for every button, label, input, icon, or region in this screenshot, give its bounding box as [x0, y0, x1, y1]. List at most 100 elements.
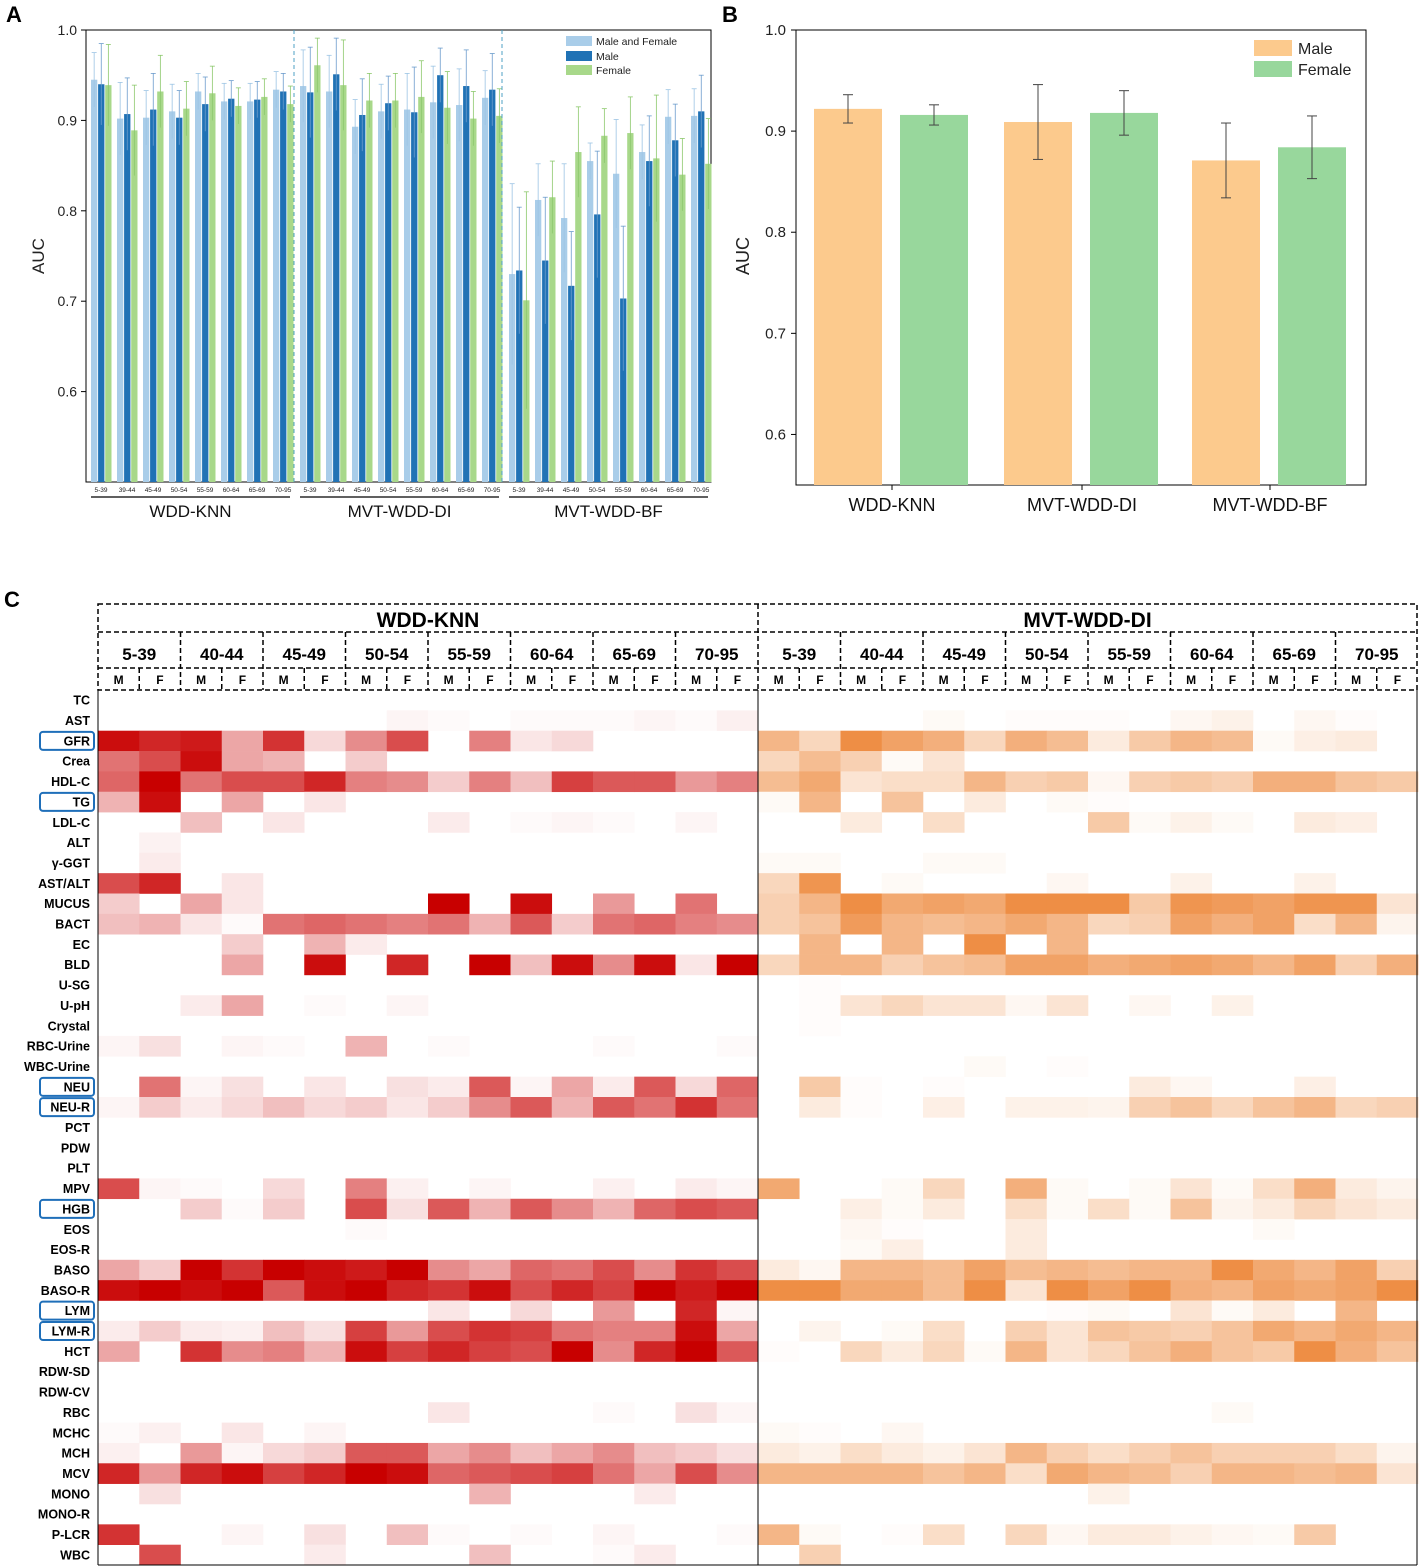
- panel-label-a: A: [6, 2, 22, 27]
- heat-cell-di: [799, 771, 841, 793]
- heat-cell-knn: [675, 1402, 718, 1423]
- heat-cell-knn: [593, 812, 635, 833]
- bar-male-and-female: [430, 102, 437, 482]
- heat-cell-knn: [428, 1097, 470, 1118]
- heat-cell-knn: [428, 1524, 470, 1545]
- heat-cell-knn: [98, 1097, 140, 1118]
- heat-cell-di: [1046, 1524, 1089, 1545]
- bar-male-and-female: [456, 105, 463, 483]
- feature-label: LDL-C: [53, 816, 91, 830]
- x-tick-label-a: 55-59: [406, 487, 423, 494]
- heat-cell-knn: [469, 1463, 511, 1484]
- heat-cell-knn: [139, 1178, 181, 1200]
- feature-label: PCT: [65, 1121, 90, 1135]
- x-tick-label-a: 65-69: [458, 487, 475, 494]
- heat-cell-di: [840, 893, 883, 915]
- heat-cell-knn: [551, 771, 594, 793]
- heat-cell-knn: [98, 730, 140, 752]
- feature-label: LYM-R: [52, 1325, 90, 1339]
- heat-cell-di: [840, 771, 883, 793]
- feature-label: MONO: [51, 1487, 90, 1501]
- heat-cell-knn: [221, 1035, 264, 1057]
- bar-male-and-female: [665, 116, 672, 482]
- heat-cell-di: [758, 954, 800, 976]
- heat-cell-knn: [345, 934, 388, 955]
- heat-cell-knn: [98, 771, 140, 793]
- heat-cell-knn: [510, 1280, 553, 1301]
- bar-female: [261, 96, 268, 482]
- heat-cell-di: [1046, 1280, 1089, 1301]
- heat-cell-di: [881, 1239, 924, 1261]
- bar-male: [228, 98, 235, 482]
- heat-cell-knn: [428, 710, 470, 731]
- heat-cell-di: [1294, 710, 1336, 731]
- heat-cell-di: [1129, 1463, 1171, 1484]
- heat-cell-knn: [510, 1463, 553, 1484]
- heat-cell-knn: [263, 1035, 305, 1057]
- heat-cell-di: [1376, 954, 1419, 976]
- heat-cell-knn: [510, 1341, 553, 1362]
- heat-cell-knn: [716, 1198, 759, 1220]
- heat-cell-di: [1088, 1097, 1130, 1118]
- heat-cell-knn: [345, 1280, 388, 1301]
- age-group-label: 5-39: [122, 645, 156, 664]
- heat-cell-knn: [139, 1483, 181, 1505]
- heat-cell-di: [1294, 893, 1336, 915]
- heat-cell-di: [964, 1259, 1006, 1281]
- heat-cell-knn: [634, 1463, 676, 1484]
- feature-label: EC: [73, 938, 90, 952]
- heat-cell-di: [1335, 893, 1378, 915]
- heat-cell-di: [1005, 1320, 1048, 1342]
- heat-cell-di: [1170, 1524, 1213, 1545]
- heat-cell-knn: [139, 730, 181, 752]
- bar-female: [314, 65, 321, 483]
- x-tick-label-a: 70-95: [484, 487, 501, 494]
- heat-cell-di: [1294, 1524, 1336, 1545]
- bar-male: [411, 112, 418, 482]
- heat-cell-knn: [386, 954, 429, 976]
- heat-cell-knn: [634, 1198, 676, 1220]
- bar-male: [516, 270, 523, 482]
- heat-cell-knn: [675, 1259, 718, 1281]
- heat-cell-di: [1088, 791, 1130, 813]
- heat-cell-knn: [221, 1320, 264, 1342]
- heat-cell-di: [1170, 1463, 1213, 1484]
- highlight-box: [39, 1097, 95, 1118]
- heat-cell-knn: [180, 995, 223, 1016]
- heat-cell-di: [1253, 1198, 1295, 1220]
- heat-cell-knn: [345, 1259, 388, 1281]
- heat-cell-di: [881, 995, 924, 1016]
- heat-cell-di: [1088, 1483, 1130, 1505]
- sex-label-f: F: [1229, 673, 1236, 687]
- heat-cell-knn: [139, 1320, 181, 1342]
- heat-cell-di: [1046, 1056, 1089, 1077]
- heat-cell-di: [1376, 1442, 1419, 1464]
- highlight-box: [39, 791, 95, 812]
- panel-label-b: B: [722, 2, 738, 27]
- heat-cell-di: [799, 954, 841, 976]
- heat-cell-di: [923, 771, 965, 793]
- heat-cell-knn: [180, 812, 223, 833]
- heat-cell-di: [881, 934, 924, 955]
- heat-cell-di: [1294, 954, 1336, 976]
- heat-cell-di: [1129, 730, 1171, 752]
- heat-cell-knn: [675, 1442, 718, 1464]
- heat-cell-knn: [593, 1463, 635, 1484]
- heat-cell-knn: [593, 1402, 635, 1423]
- heat-cell-di: [1253, 771, 1295, 793]
- feature-label: HCT: [64, 1345, 90, 1359]
- heat-cell-di: [1170, 1300, 1213, 1322]
- heat-cell-knn: [221, 1463, 264, 1484]
- heat-cell-di: [1005, 1219, 1048, 1240]
- heat-cell-di: [1170, 1442, 1213, 1464]
- y-tick-label-a: 0.7: [58, 293, 78, 309]
- heat-cell-knn: [428, 812, 470, 833]
- heat-cell-knn: [551, 1341, 594, 1362]
- heat-cell-di: [1211, 771, 1254, 793]
- heat-cell-knn: [221, 913, 264, 935]
- heat-cell-knn: [304, 1422, 346, 1444]
- heat-cell-di: [1170, 771, 1213, 793]
- legend-label-b: Female: [1298, 62, 1351, 79]
- bar-male-and-female: [639, 152, 646, 483]
- sex-label-m: M: [774, 673, 784, 687]
